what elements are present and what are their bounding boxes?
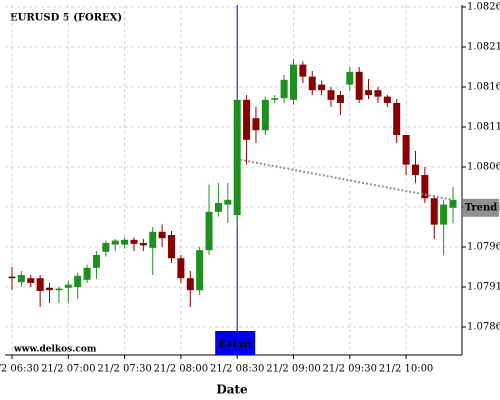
watermark: www.delkos.com bbox=[13, 345, 97, 355]
candle-body bbox=[214, 203, 222, 212]
candle-body bbox=[411, 164, 419, 175]
x-axis-label: Date bbox=[216, 383, 248, 397]
x-tick-label: 21/2 07:00 bbox=[41, 364, 95, 375]
candle-body bbox=[383, 96, 391, 103]
candle-body bbox=[393, 103, 401, 135]
candle-body bbox=[177, 258, 185, 279]
event-label: Event bbox=[218, 337, 254, 350]
candle-body bbox=[346, 71, 354, 85]
candle-body bbox=[46, 287, 54, 291]
y-tick-label: 1.0826 bbox=[467, 2, 500, 13]
candle-body bbox=[318, 84, 326, 91]
x-tick-label: 21/2 08:00 bbox=[154, 364, 208, 375]
candle-body bbox=[158, 231, 166, 239]
candle-body bbox=[74, 275, 82, 287]
candle-body bbox=[17, 275, 25, 283]
candle-body bbox=[365, 90, 373, 95]
candle-body bbox=[261, 99, 269, 131]
candle-body bbox=[374, 90, 382, 97]
candle-body bbox=[83, 267, 91, 280]
candle-body bbox=[327, 90, 335, 100]
candle-body bbox=[55, 288, 63, 291]
x-tick-label: 21/2 08:30 bbox=[210, 364, 264, 375]
chart-title: EURUSD 5 (FOREX) bbox=[10, 13, 122, 24]
candle-body bbox=[27, 278, 35, 283]
y-tick-label: 1.0786 bbox=[467, 322, 500, 333]
candle-body bbox=[440, 204, 448, 225]
candle-body bbox=[92, 255, 100, 268]
trend-label-box bbox=[463, 198, 499, 217]
candle-body bbox=[196, 250, 204, 291]
y-tick-label: 1.0806 bbox=[467, 162, 500, 173]
candle-body bbox=[430, 198, 438, 225]
candle-body bbox=[308, 76, 316, 91]
candle-body bbox=[421, 175, 429, 199]
x-tick-label: 21/2 09:30 bbox=[323, 364, 377, 375]
y-tick-label: 1.0816 bbox=[467, 82, 500, 93]
y-tick-label: 1.0821 bbox=[467, 42, 500, 53]
trend-line bbox=[240, 158, 454, 201]
candle-body bbox=[8, 276, 16, 279]
candle-body bbox=[130, 239, 138, 244]
candle-body bbox=[149, 231, 157, 248]
x-tick-label: 21/2 07:30 bbox=[97, 364, 151, 375]
candle-body bbox=[168, 235, 176, 259]
x-tick-label: 21/2 10:00 bbox=[379, 364, 433, 375]
candle-body bbox=[139, 243, 147, 246]
y-tick-label: 1.0796 bbox=[467, 242, 500, 253]
candle-body bbox=[280, 79, 288, 99]
candle-body bbox=[252, 118, 260, 131]
candle-body bbox=[449, 199, 457, 208]
candle-body bbox=[299, 64, 307, 77]
x-tick-label: 21/2 06:30 bbox=[0, 364, 39, 375]
candle-body bbox=[233, 99, 241, 215]
x-tick-label: 21/2 09:00 bbox=[266, 364, 320, 375]
candle-body bbox=[224, 199, 232, 205]
candle-body bbox=[271, 98, 279, 100]
candle-body bbox=[186, 278, 194, 291]
candle-body bbox=[111, 240, 119, 245]
candle-body bbox=[402, 135, 410, 165]
candle-body bbox=[336, 95, 344, 103]
trend-label: Trend bbox=[465, 202, 498, 213]
event-label-box bbox=[215, 331, 256, 355]
candle-body bbox=[355, 71, 363, 100]
candle-body bbox=[36, 278, 44, 291]
candle-body bbox=[121, 239, 129, 245]
y-tick-label: 1.0791 bbox=[467, 282, 500, 293]
candle-body bbox=[243, 99, 251, 140]
candle-body bbox=[102, 243, 110, 252]
candle-body bbox=[289, 64, 297, 100]
candle-body bbox=[64, 284, 72, 288]
y-tick-label: 1.0811 bbox=[467, 122, 500, 133]
candle-body bbox=[205, 211, 213, 251]
